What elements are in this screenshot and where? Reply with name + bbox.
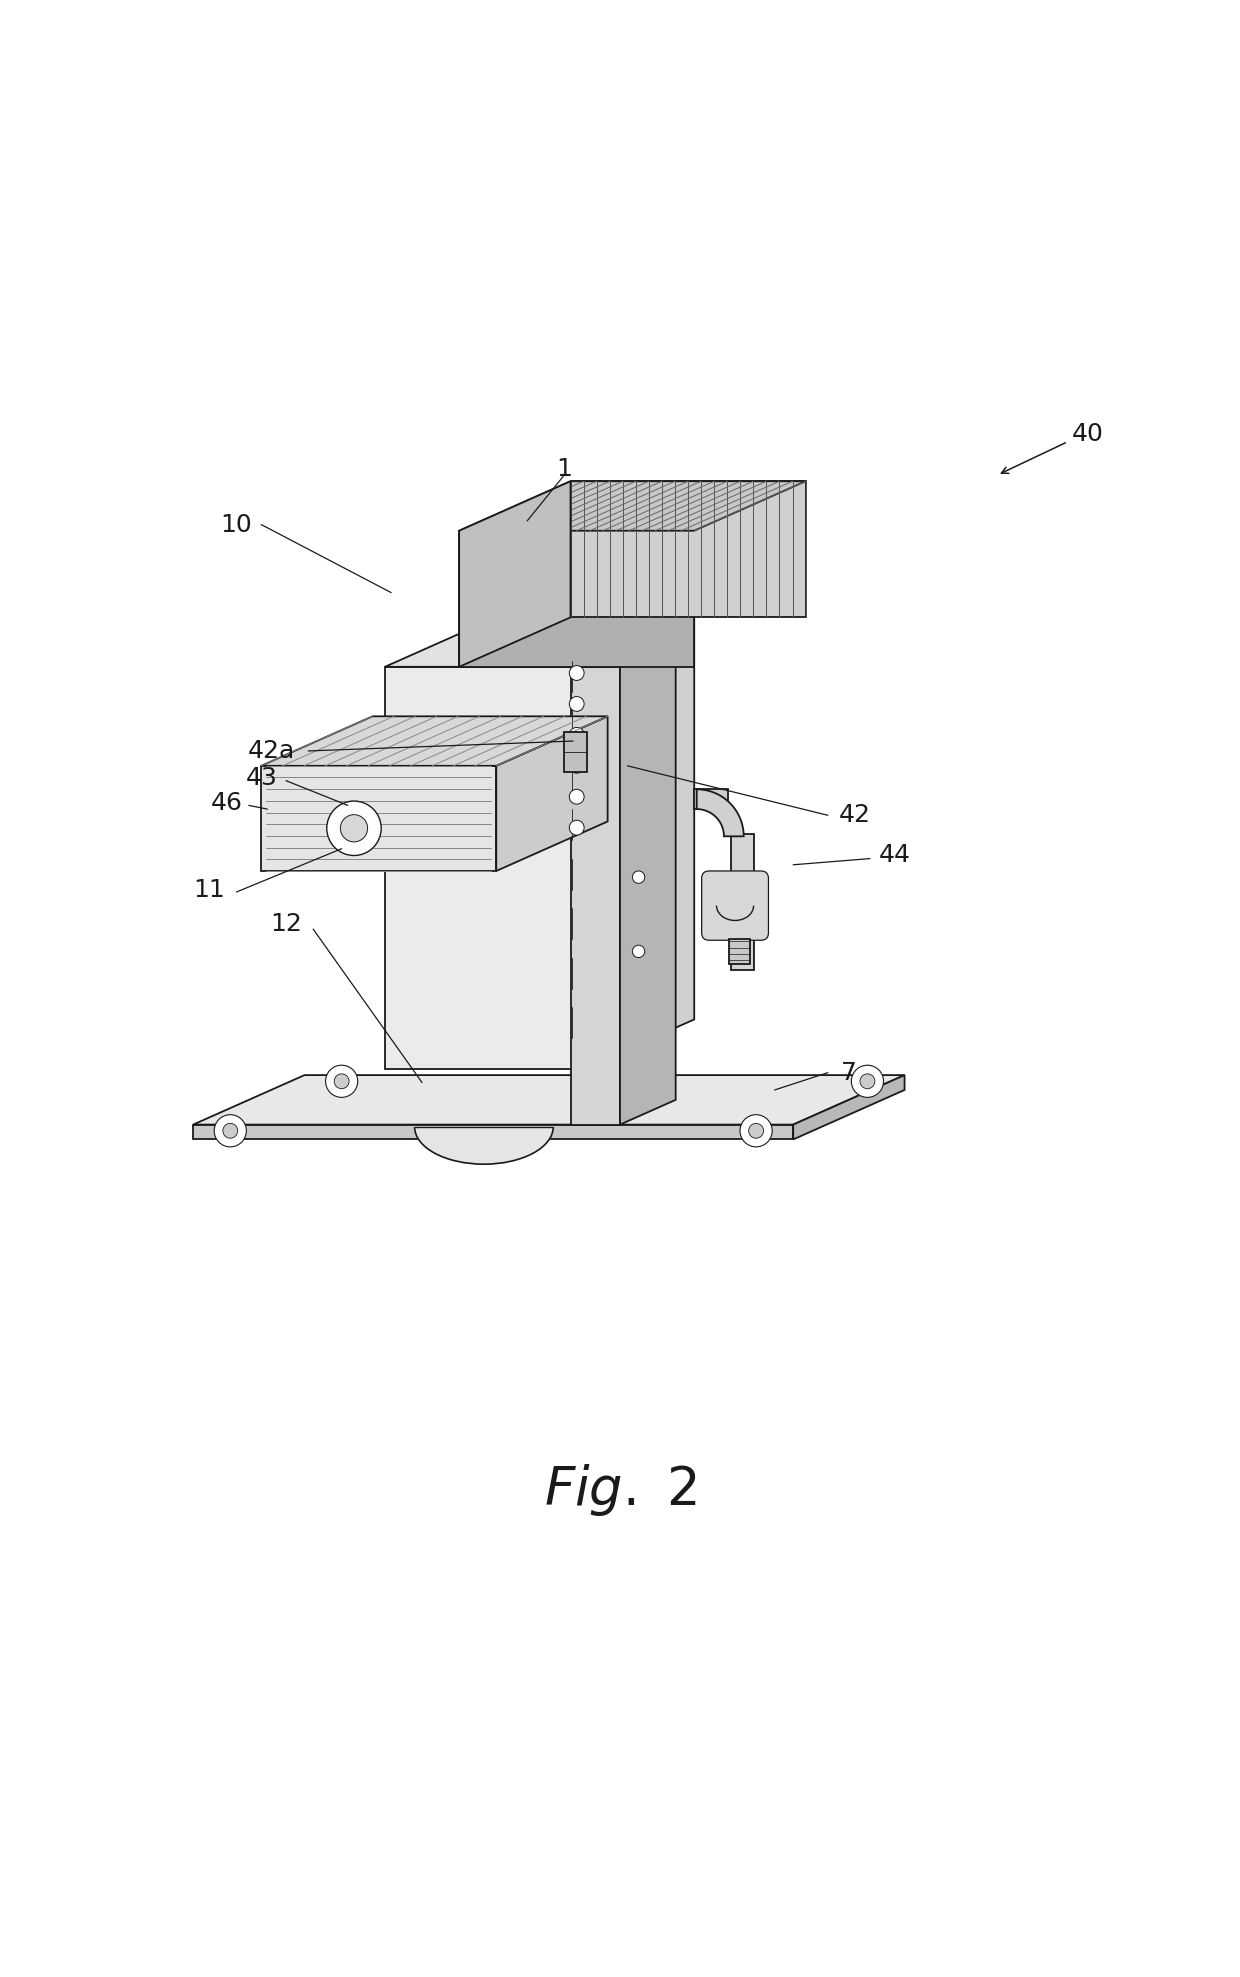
Polygon shape — [729, 939, 750, 963]
Polygon shape — [570, 480, 806, 617]
Polygon shape — [496, 716, 608, 872]
Polygon shape — [459, 530, 694, 666]
Polygon shape — [384, 666, 583, 1070]
Text: 11: 11 — [193, 878, 226, 902]
Polygon shape — [694, 789, 728, 809]
Polygon shape — [697, 789, 744, 836]
Circle shape — [749, 1123, 764, 1139]
Polygon shape — [583, 617, 694, 1070]
Text: 1: 1 — [557, 457, 573, 480]
Circle shape — [569, 789, 584, 805]
Polygon shape — [732, 834, 754, 971]
Text: 46: 46 — [211, 791, 243, 815]
Polygon shape — [570, 666, 620, 1125]
Text: 12: 12 — [270, 911, 301, 937]
Circle shape — [632, 945, 645, 957]
Circle shape — [632, 872, 645, 884]
Circle shape — [341, 815, 367, 842]
Circle shape — [740, 1115, 773, 1147]
Circle shape — [569, 666, 584, 680]
Polygon shape — [384, 617, 694, 666]
Text: 42a: 42a — [248, 739, 295, 763]
Circle shape — [215, 1115, 247, 1147]
Polygon shape — [459, 480, 570, 666]
Circle shape — [223, 1123, 238, 1139]
Text: 43: 43 — [246, 767, 278, 791]
Text: 42: 42 — [839, 803, 870, 826]
Circle shape — [569, 820, 584, 834]
Circle shape — [852, 1066, 884, 1097]
Text: 44: 44 — [879, 842, 910, 866]
Circle shape — [335, 1074, 348, 1089]
Polygon shape — [262, 716, 608, 765]
Text: $\mathit{Fig.}\ 2$: $\mathit{Fig.}\ 2$ — [543, 1461, 697, 1518]
Polygon shape — [414, 1127, 553, 1164]
Circle shape — [569, 759, 584, 773]
Polygon shape — [193, 1075, 904, 1125]
Circle shape — [326, 1066, 357, 1097]
Circle shape — [569, 728, 584, 741]
Polygon shape — [459, 480, 806, 530]
Text: 40: 40 — [1071, 423, 1104, 447]
Text: 7: 7 — [841, 1060, 857, 1085]
Polygon shape — [620, 643, 676, 1125]
Polygon shape — [262, 765, 496, 872]
Circle shape — [569, 696, 584, 712]
Circle shape — [861, 1074, 875, 1089]
Polygon shape — [794, 1075, 904, 1139]
Polygon shape — [193, 1125, 794, 1139]
Polygon shape — [564, 731, 587, 771]
Circle shape — [327, 801, 381, 856]
Text: 10: 10 — [221, 512, 252, 536]
FancyBboxPatch shape — [702, 872, 769, 941]
